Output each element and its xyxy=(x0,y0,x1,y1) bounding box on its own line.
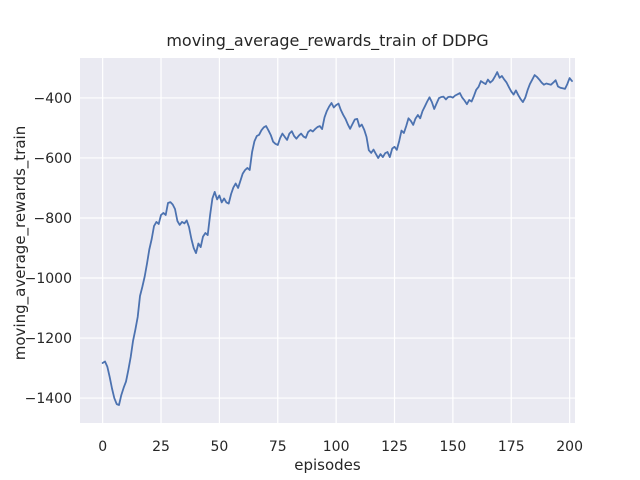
x-axis-label: episodes xyxy=(294,456,361,474)
x-tick-label: 0 xyxy=(98,439,107,455)
x-tick-label: 150 xyxy=(440,439,467,455)
x-tick-label: 75 xyxy=(269,439,287,455)
plot-area xyxy=(80,58,575,423)
x-tick-label: 125 xyxy=(381,439,408,455)
x-tick-label: 200 xyxy=(556,439,583,455)
y-tick-label: −800 xyxy=(34,211,72,227)
chart-title: moving_average_rewards_train of DDPG xyxy=(166,31,489,50)
x-tick-label: 100 xyxy=(323,439,350,455)
y-tick-label: −1400 xyxy=(25,391,72,407)
x-tick-label: 175 xyxy=(498,439,525,455)
y-axis-label: moving_average_rewards_train xyxy=(11,125,29,361)
data-line xyxy=(101,71,573,406)
x-tick-label: 50 xyxy=(210,439,228,455)
y-tick-label: −400 xyxy=(34,91,72,107)
y-tick-label: −600 xyxy=(34,151,72,167)
y-tick-label: −1000 xyxy=(25,271,72,287)
x-tick-label: 25 xyxy=(152,439,170,455)
y-tick-label: −1200 xyxy=(25,331,72,347)
